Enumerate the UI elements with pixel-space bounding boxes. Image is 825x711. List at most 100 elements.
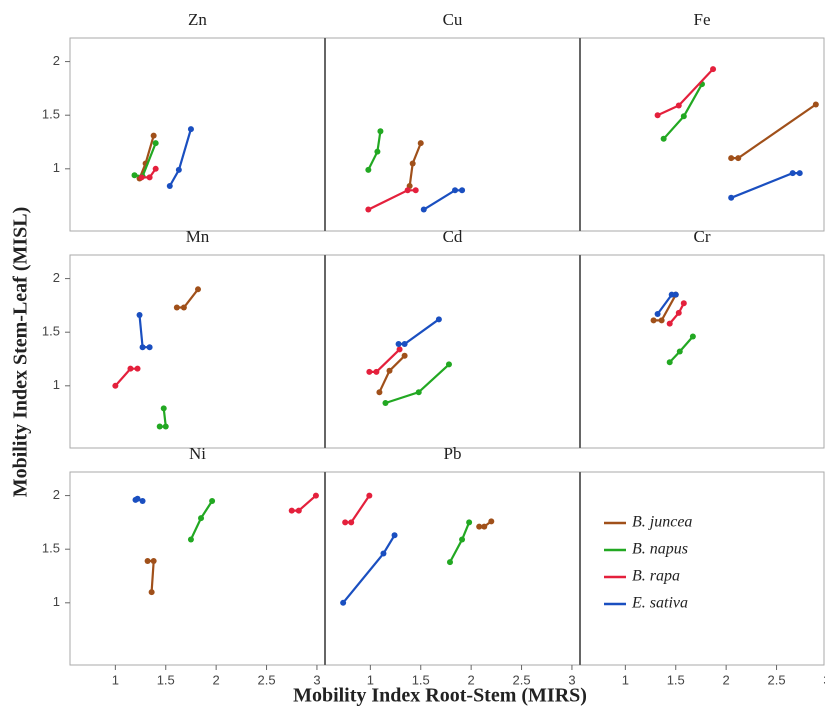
x-tick-label: 1.5 xyxy=(667,672,685,687)
point xyxy=(676,348,683,355)
point xyxy=(156,423,163,430)
x-tick-label: 2 xyxy=(723,672,730,687)
series-line xyxy=(378,355,406,393)
point xyxy=(476,523,483,530)
panel-title: Zn xyxy=(188,10,207,29)
point xyxy=(466,519,473,526)
point xyxy=(789,170,796,177)
x-tick-label: 2.5 xyxy=(513,672,531,687)
x-axis-label: Mobility Index Root-Stem (MIRS) xyxy=(293,685,587,707)
x-tick-label: 1.5 xyxy=(157,672,175,687)
legend-label: B. rapa xyxy=(632,568,680,585)
series-line xyxy=(369,348,401,373)
point xyxy=(660,135,667,142)
y-tick-label: 2 xyxy=(53,270,60,285)
series-line xyxy=(138,135,155,179)
series-line xyxy=(138,314,150,349)
point xyxy=(382,399,389,406)
point xyxy=(166,182,173,189)
point xyxy=(342,519,349,526)
point xyxy=(666,320,673,327)
point xyxy=(728,194,735,201)
point xyxy=(374,148,381,155)
point xyxy=(288,507,295,514)
panel-frame xyxy=(324,37,581,232)
point xyxy=(173,304,180,311)
point xyxy=(452,187,459,194)
series-line xyxy=(449,521,471,563)
series-line xyxy=(345,494,371,524)
panel-frame xyxy=(579,37,825,232)
series-line xyxy=(134,142,157,178)
point xyxy=(666,359,673,366)
point xyxy=(376,389,383,396)
point xyxy=(295,507,302,514)
point xyxy=(134,365,141,372)
point xyxy=(175,166,182,173)
panel-title: Cu xyxy=(443,10,463,29)
point xyxy=(446,559,453,566)
panel-title: Cr xyxy=(694,227,711,246)
x-tick-label: 3 xyxy=(313,672,320,687)
x-tick-label: 1 xyxy=(112,672,119,687)
point xyxy=(680,300,687,307)
point xyxy=(377,128,384,135)
point xyxy=(435,316,442,323)
point xyxy=(312,492,319,499)
series-line xyxy=(342,534,396,604)
x-tick-label: 2 xyxy=(213,672,220,687)
panel-title: Cd xyxy=(443,227,463,246)
series-line xyxy=(168,128,192,187)
y-tick-label: 2 xyxy=(53,53,60,68)
series-line xyxy=(730,172,800,199)
point xyxy=(401,352,408,359)
point xyxy=(420,206,427,213)
point xyxy=(404,187,411,194)
point xyxy=(146,344,153,351)
point xyxy=(459,187,466,194)
point xyxy=(131,172,138,179)
point xyxy=(654,310,661,317)
panel-frame xyxy=(69,471,326,666)
point xyxy=(728,155,735,162)
point xyxy=(148,589,155,596)
y-tick-label: 1.5 xyxy=(42,541,60,556)
series-line xyxy=(398,318,440,346)
point xyxy=(672,291,679,298)
x-tick-label: 1 xyxy=(367,672,374,687)
point xyxy=(488,518,495,525)
y-tick-label: 2 xyxy=(53,487,60,502)
legend-label: B. napus xyxy=(632,541,688,558)
point xyxy=(675,102,682,109)
point xyxy=(139,344,146,351)
series-line xyxy=(385,363,450,405)
point xyxy=(710,66,717,73)
y-tick-label: 1.5 xyxy=(42,107,60,122)
point xyxy=(152,165,159,172)
x-tick-label: 3 xyxy=(823,672,825,687)
point xyxy=(348,519,355,526)
series-line xyxy=(423,189,463,211)
point xyxy=(412,187,419,194)
series-line xyxy=(147,559,155,593)
panel-frame xyxy=(69,254,326,449)
point xyxy=(139,497,146,504)
point xyxy=(650,317,657,324)
point xyxy=(401,340,408,347)
point xyxy=(481,523,488,530)
point xyxy=(380,550,387,557)
series-line xyxy=(731,103,817,160)
point xyxy=(162,423,169,430)
point xyxy=(445,361,452,368)
y-tick-label: 1 xyxy=(53,377,60,392)
point xyxy=(391,532,398,539)
point xyxy=(340,599,347,606)
point xyxy=(459,536,466,543)
point xyxy=(136,312,143,319)
y-axis-label: Mobility Index Stem-Leaf (MISL) xyxy=(10,207,32,498)
x-tick-label: 2.5 xyxy=(768,672,786,687)
point xyxy=(675,309,682,316)
point xyxy=(365,206,372,213)
point xyxy=(417,140,424,147)
